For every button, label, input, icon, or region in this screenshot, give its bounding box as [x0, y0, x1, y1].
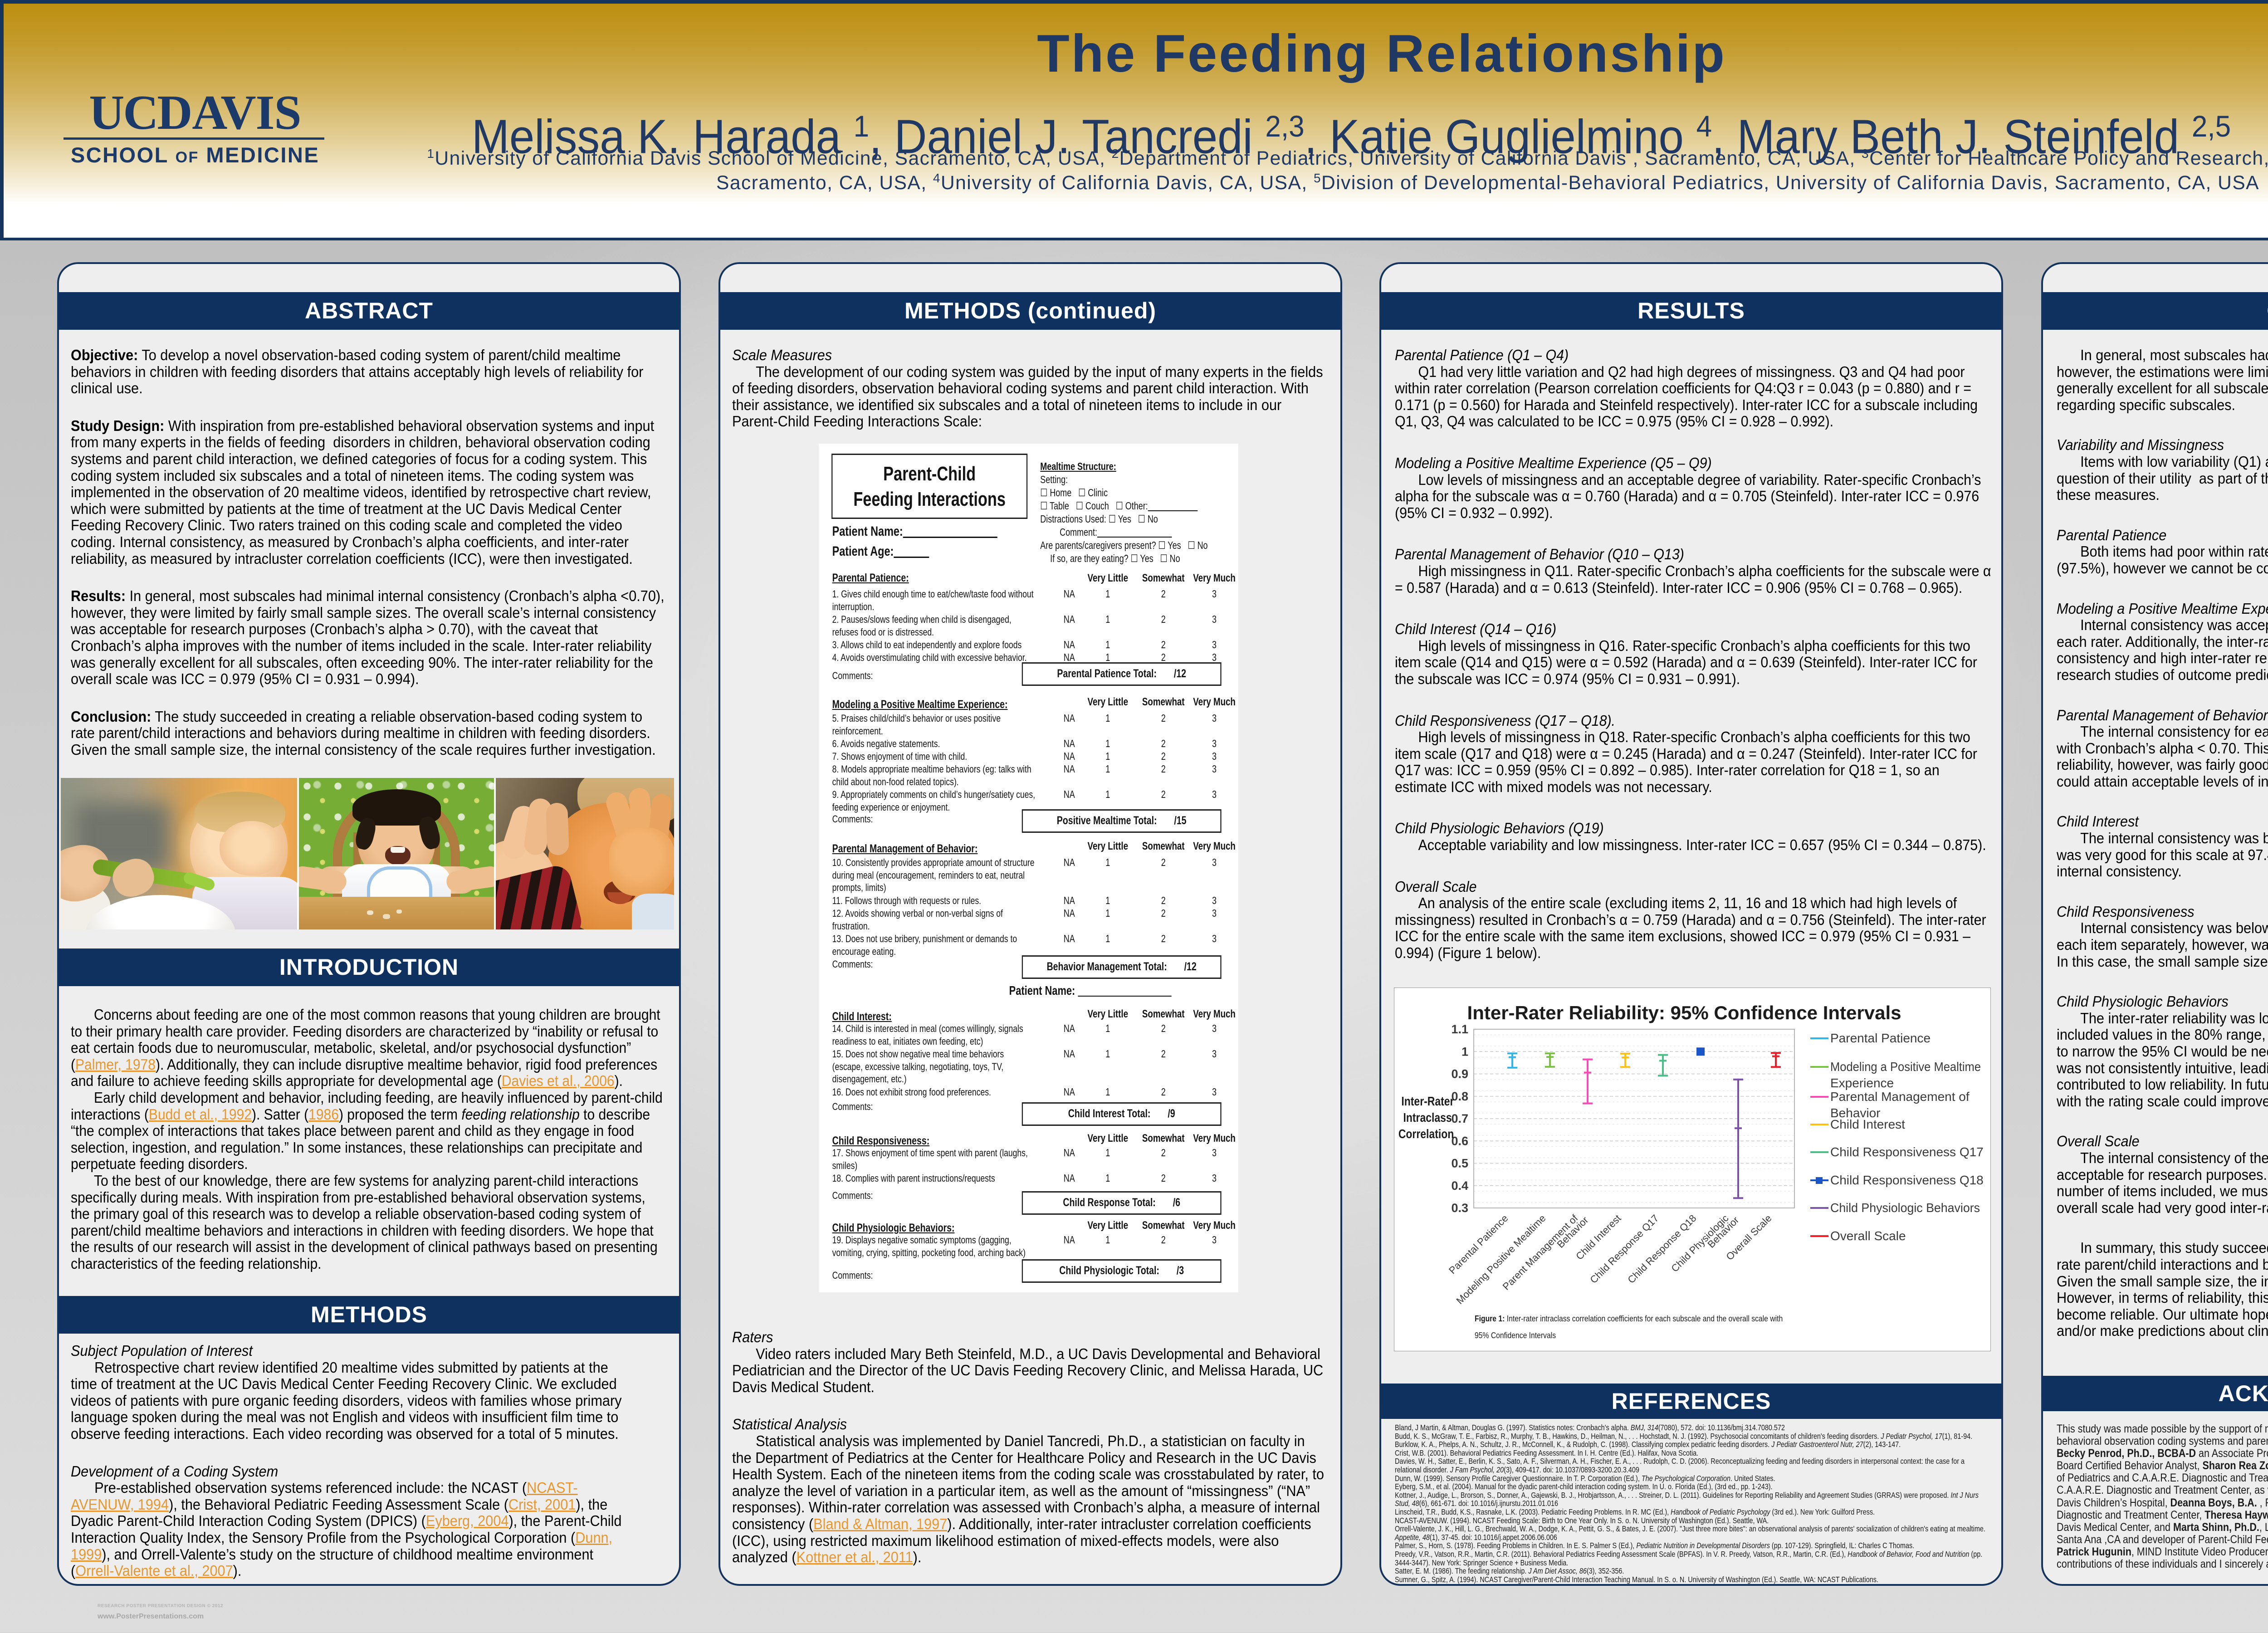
svg-text:0.5: 0.5 — [1451, 1157, 1468, 1170]
svg-text:0.7: 0.7 — [1451, 1112, 1468, 1125]
svg-text:0.8: 0.8 — [1451, 1090, 1468, 1103]
svg-text:Inter-Rater Reliability: 95% C: Inter-Rater Reliability: 95% Confidence … — [1467, 1002, 1901, 1023]
svg-text:Parental Patience: Parental Patience — [1830, 1031, 1931, 1045]
svg-text:Child Interest: Child Interest — [1830, 1117, 1905, 1131]
svg-text:Behavior: Behavior — [1830, 1106, 1881, 1120]
svg-text:0.4: 0.4 — [1451, 1179, 1468, 1193]
svg-text:Child Responsiveness Q18: Child Responsiveness Q18 — [1830, 1173, 1984, 1187]
svg-text:0.6: 0.6 — [1451, 1134, 1468, 1148]
svg-text:Figure 1: Inter-rater intracla: Figure 1: Inter-rater intraclass correla… — [1475, 1314, 1783, 1324]
svg-text:Child Responsiveness Q17: Child Responsiveness Q17 — [1830, 1145, 1984, 1159]
svg-text:0.9: 0.9 — [1451, 1067, 1468, 1081]
svg-text:Overall Scale: Overall Scale — [1830, 1229, 1906, 1243]
svg-text:1.1: 1.1 — [1451, 1022, 1468, 1036]
svg-text:1: 1 — [1461, 1045, 1468, 1058]
svg-text:0.3: 0.3 — [1451, 1201, 1468, 1215]
svg-text:Correlation: Correlation — [1398, 1127, 1454, 1141]
svg-text:Inter-Rater: Inter-Rater — [1401, 1095, 1454, 1109]
svg-text:95% Confidence Intervals: 95% Confidence Intervals — [1475, 1330, 1556, 1340]
svg-text:Intraclass: Intraclass — [1403, 1111, 1452, 1125]
svg-text:Experience: Experience — [1830, 1076, 1894, 1090]
svg-text:Parental Management of: Parental Management of — [1830, 1090, 1970, 1104]
svg-text:Modeling a Positive Mealtime: Modeling a Positive Mealtime — [1830, 1060, 1981, 1074]
svg-text:Child Physiologic Behaviors: Child Physiologic Behaviors — [1830, 1201, 1980, 1215]
